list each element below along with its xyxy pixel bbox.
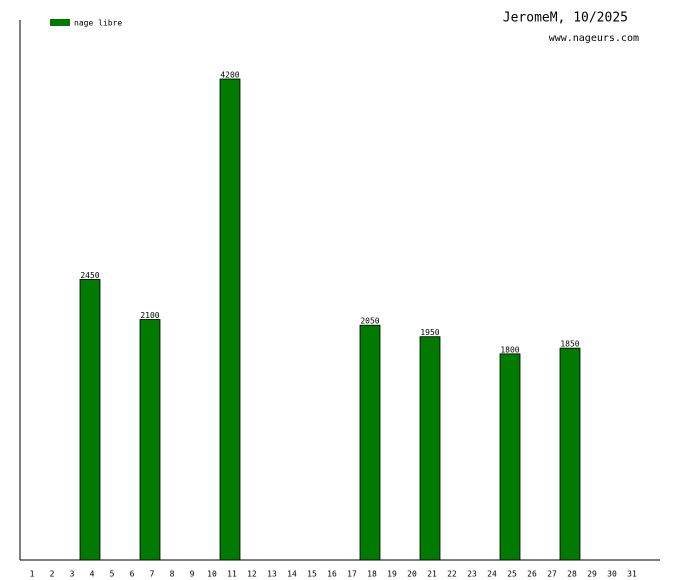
x-tick-label: 6 bbox=[130, 570, 135, 579]
x-tick-label: 4 bbox=[90, 570, 95, 579]
bar bbox=[419, 336, 441, 561]
x-tick-label: 1 bbox=[30, 570, 35, 579]
legend-label: nage libre bbox=[74, 19, 122, 28]
chart-title: JeromeM, 10/2025 bbox=[503, 11, 628, 26]
x-tick-label: 20 bbox=[407, 570, 417, 579]
x-tick-label: 11 bbox=[227, 570, 237, 579]
x-tick-label: 2 bbox=[50, 570, 55, 579]
value-label: 2450 bbox=[80, 271, 99, 280]
x-tick-label: 22 bbox=[447, 570, 457, 579]
value-label: 2100 bbox=[140, 311, 159, 320]
x-tick-label: 14 bbox=[287, 570, 297, 579]
x-tick-label: 18 bbox=[367, 570, 377, 579]
chart-subtitle: www.nageurs.com bbox=[549, 33, 639, 44]
bar bbox=[499, 353, 521, 561]
x-tick-label: 19 bbox=[387, 570, 397, 579]
value-label: 1950 bbox=[420, 328, 439, 337]
value-label: 1800 bbox=[500, 345, 519, 354]
value-label: 4200 bbox=[220, 71, 239, 80]
bar bbox=[139, 319, 161, 561]
bar bbox=[359, 324, 381, 561]
legend-swatch bbox=[50, 19, 70, 26]
x-tick-label: 29 bbox=[587, 570, 597, 579]
x-tick-label: 26 bbox=[527, 570, 537, 579]
value-label: 1850 bbox=[560, 340, 579, 349]
x-tick-label: 30 bbox=[607, 570, 617, 579]
x-tick-label: 21 bbox=[427, 570, 437, 579]
x-tick-label: 9 bbox=[190, 570, 195, 579]
x-tick-label: 13 bbox=[267, 570, 277, 579]
x-tick-label: 23 bbox=[467, 570, 477, 579]
x-tick-label: 3 bbox=[70, 570, 75, 579]
x-tick-label: 8 bbox=[170, 570, 175, 579]
value-label: 2050 bbox=[360, 317, 379, 326]
x-tick-label: 12 bbox=[247, 570, 257, 579]
x-tick-label: 24 bbox=[487, 570, 497, 579]
x-tick-label: 28 bbox=[567, 570, 577, 579]
x-tick-label: 27 bbox=[547, 570, 557, 579]
x-tick-label: 16 bbox=[327, 570, 337, 579]
x-tick-label: 17 bbox=[347, 570, 357, 579]
x-tick-label: 25 bbox=[507, 570, 517, 579]
x-tick-label: 15 bbox=[307, 570, 317, 579]
x-tick-label: 7 bbox=[150, 570, 155, 579]
x-tick-label: 31 bbox=[627, 570, 637, 579]
bar bbox=[79, 279, 101, 561]
x-tick-label: 5 bbox=[110, 570, 115, 579]
bar bbox=[219, 78, 241, 561]
bar bbox=[559, 347, 581, 561]
x-tick-label: 10 bbox=[207, 570, 217, 579]
